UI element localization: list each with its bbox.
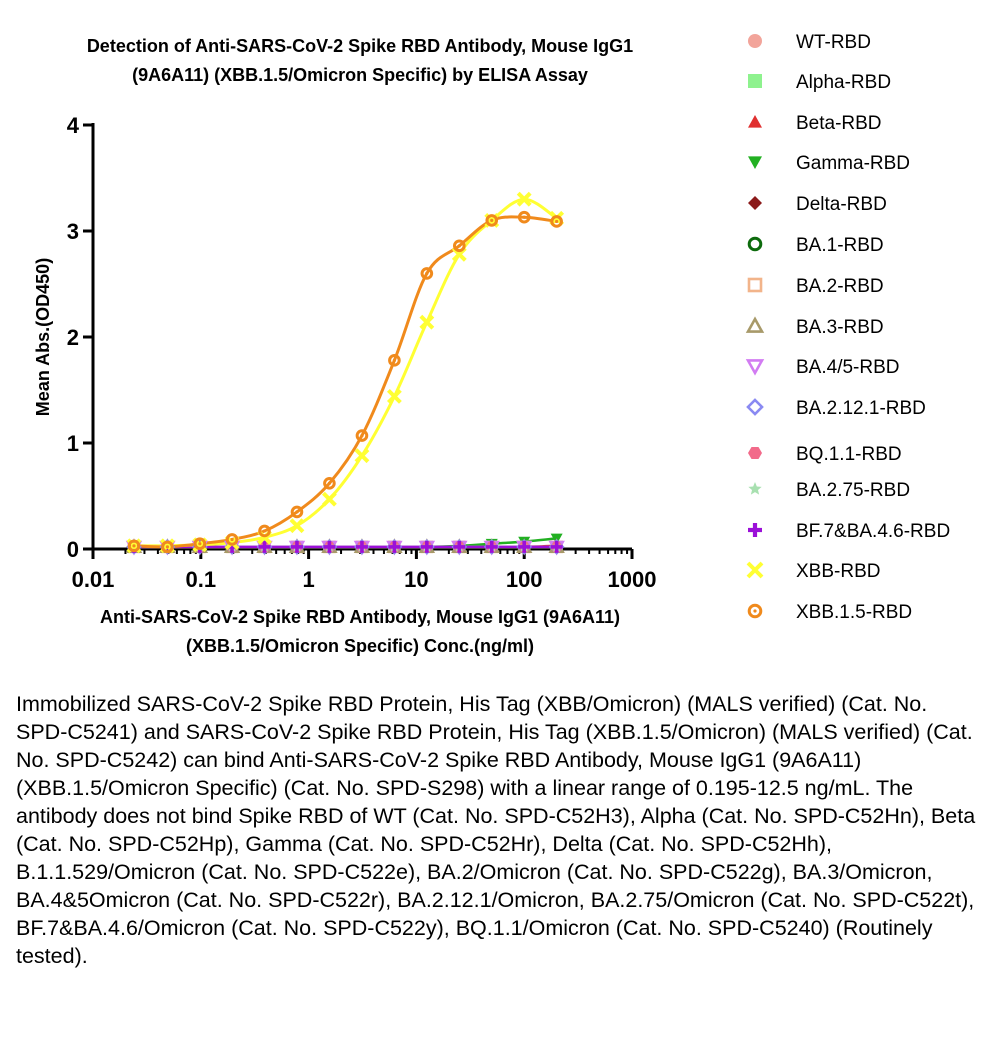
y-axis-label: Mean Abs.(OD450) [33, 258, 53, 416]
legend-marker [745, 316, 765, 333]
y-tick-label: 4 [67, 113, 80, 138]
data-point [322, 491, 337, 507]
legend-label: BA.4/5-RBD [796, 357, 899, 378]
legend-marker [748, 482, 762, 495]
legend-label: XBB-RBD [796, 561, 880, 582]
y-tick-label: 0 [67, 537, 79, 562]
data-point [354, 448, 370, 464]
chart-title-line-1: Detection of Anti-SARS-CoV-2 Spike RBD A… [87, 36, 633, 56]
data-point [323, 476, 336, 490]
x-tick-label: 0.01 [72, 567, 115, 592]
legend-marker [748, 196, 762, 210]
legend-label: Delta-RBD [796, 194, 887, 215]
x-tick-label: 10 [404, 567, 428, 592]
data-point [290, 540, 303, 553]
legend-marker [747, 236, 763, 252]
data-point [485, 540, 498, 553]
legend-label: Alpha-RBD [796, 72, 891, 93]
data-point [452, 239, 466, 253]
data-point [225, 533, 239, 546]
data-point [161, 540, 174, 554]
legend-marker [748, 156, 762, 169]
data-point [290, 505, 304, 519]
y-tick-label: 3 [67, 219, 79, 244]
legend-label: Beta-RBD [796, 113, 882, 134]
legend-marker [748, 74, 762, 88]
legend-label: BA.2.12.1-RBD [796, 398, 926, 419]
data-point [355, 540, 368, 553]
legend-label: BA.3-RBD [796, 317, 884, 338]
legend-label: BA.2-RBD [796, 276, 884, 297]
legend-label: XBB.1.5-RBD [796, 602, 912, 623]
data-point [355, 429, 369, 442]
x-axis-label-line-1: Anti-SARS-CoV-2 Spike RBD Antibody, Mous… [100, 607, 620, 627]
data-point [127, 539, 141, 553]
x-tick-label: 1000 [608, 567, 657, 592]
curve-XBB.1.5-RBD [133, 215, 557, 549]
legend-marker [747, 277, 763, 293]
legend-marker [747, 603, 763, 619]
x-tick-label: 100 [506, 567, 543, 592]
data-point [420, 267, 434, 280]
data-point [453, 540, 466, 553]
data-point [388, 354, 401, 367]
data-point [518, 540, 531, 553]
legend-label: WT-RBD [796, 32, 871, 53]
data-point [420, 540, 433, 553]
legend-marker [746, 398, 764, 416]
legend-label: BF.7&BA.4.6-RBD [796, 521, 950, 542]
data-point [226, 540, 239, 553]
legend-marker [748, 115, 762, 128]
data-point [388, 540, 401, 553]
data-point [386, 388, 402, 404]
data-point [258, 540, 271, 553]
data-point [516, 191, 532, 207]
x-axis-label-line-2: (XBB.1.5/Omicron Specific) Conc.(ng/ml) [186, 636, 534, 656]
chart-title-line-2: (9A6A11) (XBB.1.5/Omicron Specific) by E… [132, 65, 588, 85]
legend-marker [748, 34, 762, 48]
data-point [550, 540, 563, 553]
y-tick-label: 2 [67, 325, 79, 350]
data-point [258, 524, 271, 538]
data-point [323, 540, 336, 553]
data-point [289, 518, 305, 534]
data-point [419, 314, 435, 330]
y-tick-label: 1 [67, 431, 79, 456]
data-point [517, 210, 531, 224]
elisa-chart: Detection of Anti-SARS-CoV-2 Spike RBD A… [33, 32, 950, 656]
legend-marker [748, 446, 762, 460]
data-point [550, 215, 563, 228]
legend-label: BQ.1.1-RBD [796, 444, 902, 465]
legend-marker [748, 523, 762, 537]
legend-marker [746, 561, 764, 579]
figure-caption: Immobilized SARS-CoV-2 Spike RBD Protein… [16, 692, 976, 968]
curve-XBB-RBD [133, 197, 558, 548]
legend-label: BA.1-RBD [796, 235, 884, 256]
legend-marker [745, 359, 765, 376]
data-point [193, 537, 207, 551]
x-tick-label: 1 [302, 567, 314, 592]
legend-label: Gamma-RBD [796, 153, 910, 174]
x-tick-label: 0.1 [186, 567, 217, 592]
legend-label: BA.2.75-RBD [796, 480, 910, 501]
data-point [485, 214, 499, 227]
